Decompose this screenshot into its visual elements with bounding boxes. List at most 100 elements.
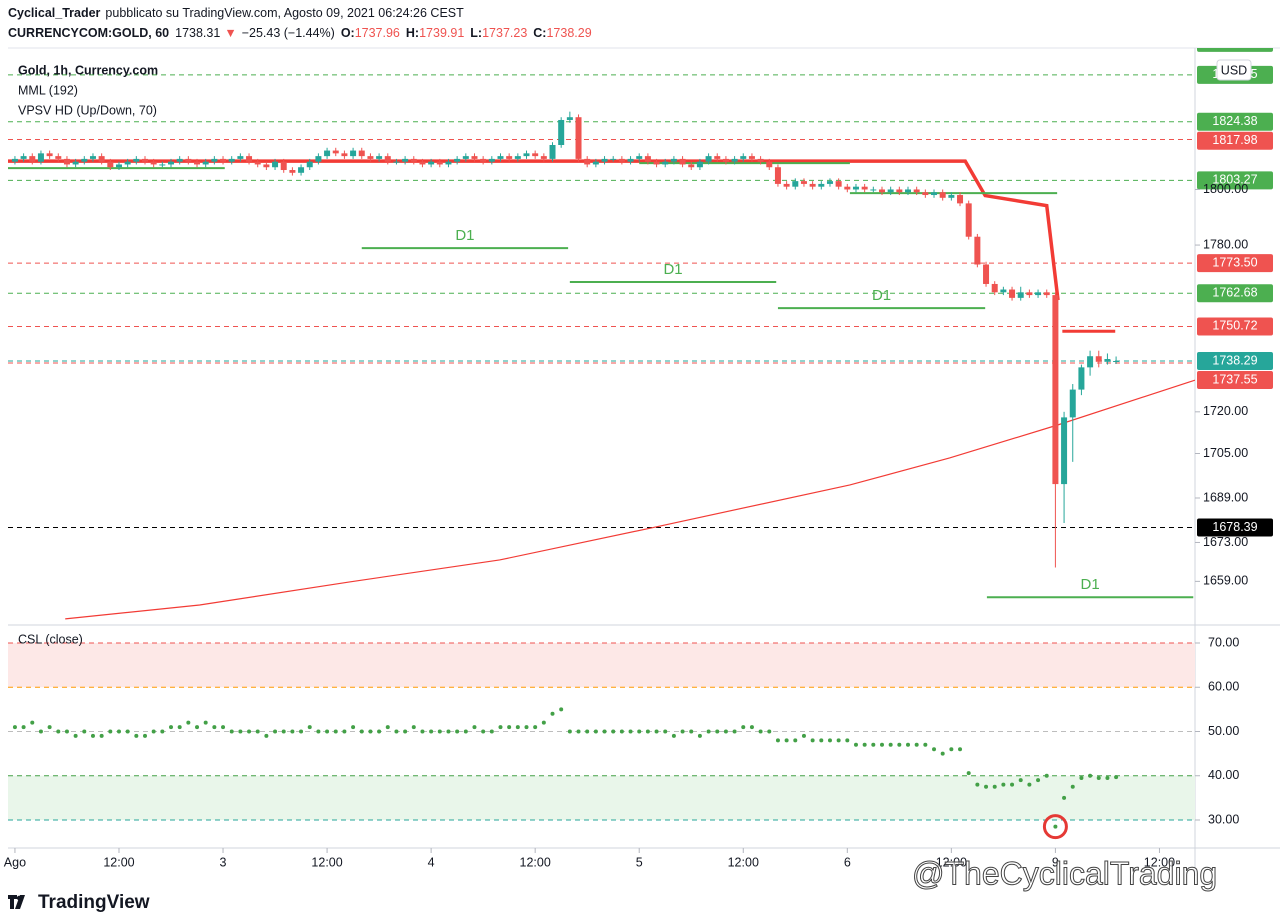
level-label-box <box>1197 48 1273 52</box>
candle-body <box>1061 417 1068 485</box>
candle-body <box>20 156 27 159</box>
level-label-box <box>1197 317 1273 336</box>
candle-body <box>896 189 903 193</box>
csl-dot <box>611 729 616 734</box>
candle-body <box>670 158 677 162</box>
band <box>8 775 1195 820</box>
logo-dot <box>16 895 22 901</box>
csl-dot <box>21 725 26 730</box>
csl-dot <box>949 747 954 752</box>
candle-body <box>419 161 426 165</box>
candle-body <box>558 119 565 146</box>
candle-body <box>731 158 738 162</box>
csl-dot <box>247 729 252 734</box>
csl-dot <box>619 729 624 734</box>
csl-dot <box>689 729 694 734</box>
candle-body <box>861 186 868 190</box>
level-label: 1737.55 <box>1212 372 1257 386</box>
candle-body <box>792 181 799 187</box>
candle-body <box>835 181 842 187</box>
d1-label: D1 <box>872 287 891 304</box>
d1-label: D1 <box>455 227 474 244</box>
candle-body <box>220 158 227 162</box>
candle-body <box>1052 295 1059 485</box>
csl-dot <box>481 729 486 734</box>
candle-body <box>428 161 435 165</box>
candle-body <box>922 192 929 196</box>
csl-dot <box>325 729 330 734</box>
candle-body <box>506 156 513 159</box>
csl-dot <box>1044 773 1049 778</box>
csl-dot <box>463 729 468 734</box>
candle-body <box>402 158 409 162</box>
csl-dot <box>888 742 893 747</box>
candle-body <box>237 156 244 159</box>
candle-body <box>722 158 729 162</box>
csl-dot <box>984 784 989 789</box>
candle-body <box>740 156 747 159</box>
csl-dot <box>169 725 174 730</box>
csl-dot <box>923 742 928 747</box>
csl-dot <box>489 729 494 734</box>
csl-dot <box>82 729 87 734</box>
level-label: 1678.39 <box>1212 520 1257 534</box>
csl-dot <box>134 733 139 738</box>
csl-dot <box>160 729 165 734</box>
candle-body <box>1087 356 1094 368</box>
candle-body <box>159 164 166 166</box>
y-tick-label: 40.00 <box>1208 768 1239 782</box>
currency: USD <box>1221 63 1247 77</box>
csl-dot <box>654 729 659 734</box>
candle-body <box>280 161 287 171</box>
csl-dot <box>307 725 312 730</box>
csl-dot <box>879 742 884 747</box>
csl-dot <box>1070 784 1075 789</box>
csl-dot <box>281 729 286 734</box>
csl-dot <box>550 711 555 716</box>
candle-body <box>575 117 582 159</box>
candle-body <box>627 158 634 162</box>
candle-body <box>913 189 920 193</box>
candle-body <box>523 153 530 157</box>
csl-dot <box>992 784 997 789</box>
candle-body <box>809 183 816 187</box>
candle-body <box>289 170 296 173</box>
csl-dot <box>299 729 304 734</box>
candle-body <box>89 156 96 159</box>
csl-dot <box>1018 778 1023 783</box>
pane-title: Gold, 1h, Currency.com <box>18 63 158 77</box>
csl-dot <box>637 729 642 734</box>
candle-body <box>63 158 70 165</box>
csl-dot <box>932 747 937 752</box>
candle-body <box>1000 289 1007 293</box>
candle-body <box>766 161 773 168</box>
csl-dot <box>645 729 650 734</box>
csl-dot <box>533 725 538 730</box>
currency-box[interactable] <box>1216 59 1252 81</box>
candle-body <box>133 158 140 162</box>
candle-body <box>480 158 487 162</box>
y-tick-label: 1780.00 <box>1203 237 1248 251</box>
csl-dot <box>212 725 217 730</box>
d1-label: D1 <box>663 261 682 278</box>
candle-body <box>488 158 495 162</box>
down-arrow: ▼ <box>224 26 236 40</box>
csl-dot <box>1096 775 1101 780</box>
csl-dot <box>853 742 858 747</box>
csl-dot <box>255 729 260 734</box>
candle-body <box>315 156 322 162</box>
csl-dot <box>151 729 156 734</box>
csl-dot <box>203 720 208 725</box>
candle-body <box>384 156 391 162</box>
level-label: 1852.76 <box>1212 35 1257 49</box>
candle-body <box>55 156 62 159</box>
candle-body <box>644 156 651 162</box>
x-tick-label: 12:00 <box>103 855 134 869</box>
csl-dot <box>1105 775 1110 780</box>
candle-body <box>471 156 478 159</box>
csl-dot <box>177 725 182 730</box>
change: −25.43 (−1.44%) <box>242 26 335 40</box>
csl-dot <box>958 747 963 752</box>
csl-dot <box>368 729 373 734</box>
